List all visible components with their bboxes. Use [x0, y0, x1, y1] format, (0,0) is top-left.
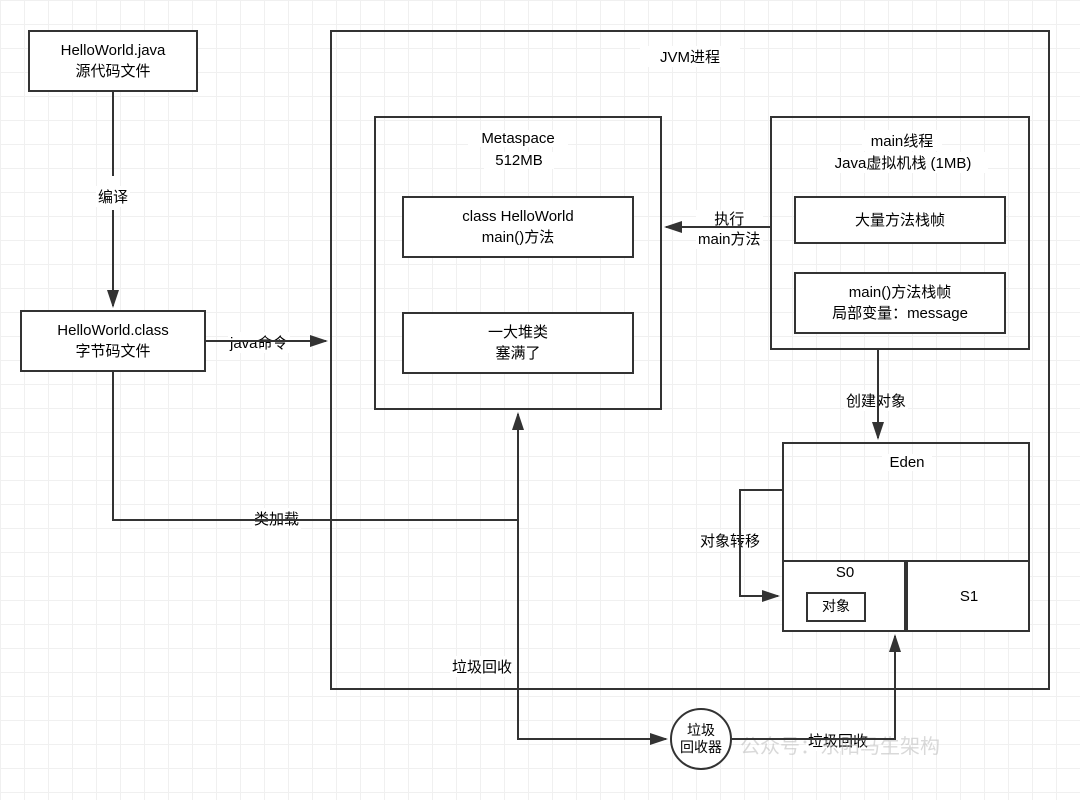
cls-line2: 字节码文件 — [75, 341, 150, 362]
metaspace-class-box: class HelloWorld main()方法 — [402, 196, 634, 258]
stack2-line2: 局部变量：message — [832, 303, 968, 324]
metaspace-full-box: 一大堆类 塞满了 — [402, 312, 634, 374]
main-stack-frame-box: main()方法栈帧 局部变量：message — [794, 272, 1006, 334]
exec-line2: main方法 — [698, 230, 761, 250]
obj-move-label: 对象转移 — [698, 530, 762, 551]
mainthread-title2: Java虚拟机栈 (1MB) — [818, 152, 988, 173]
s1-title: S1 — [954, 588, 984, 605]
mainthread-title1: main线程 — [862, 130, 942, 151]
stack-frames-box: 大量方法栈帧 — [794, 196, 1006, 244]
object-box: 对象 — [806, 592, 866, 622]
jvm-title: JVM进程 — [640, 46, 740, 67]
meta1-line2: main()方法 — [482, 227, 555, 248]
source-file-box: HelloWorld.java 源代码文件 — [28, 30, 198, 92]
src-line1: HelloWorld.java — [61, 40, 166, 61]
metaspace-title1: Metaspace — [468, 130, 568, 147]
class-file-box: HelloWorld.class 字节码文件 — [20, 310, 206, 372]
s0-title: S0 — [830, 564, 860, 581]
metaspace-title2: 512MB — [484, 152, 554, 169]
watermark: 公众号：东阳马生架构 — [740, 730, 940, 759]
class-load-label: 类加载 — [252, 508, 301, 529]
create-obj-label: 创建对象 — [844, 390, 908, 411]
gc-line2: 回收器 — [680, 739, 722, 756]
exec-line1: 执行 — [698, 210, 761, 230]
cls-line1: HelloWorld.class — [57, 320, 168, 341]
gc1-label: 垃圾回收 — [450, 656, 514, 677]
exec-main-label: 执行 main方法 — [696, 210, 763, 249]
eden-title: Eden — [882, 454, 932, 471]
compile-label: 编译 — [96, 186, 130, 207]
meta2-line2: 塞满了 — [495, 343, 540, 364]
meta1-line1: class HelloWorld — [462, 206, 573, 227]
gc-line1: 垃圾 — [680, 722, 722, 739]
src-line2: 源代码文件 — [75, 61, 150, 82]
java-cmd-label: java命令 — [228, 332, 290, 353]
meta2-line1: 一大堆类 — [488, 322, 548, 343]
obj-text: 对象 — [822, 597, 850, 617]
gc-circle: 垃圾 回收器 — [670, 708, 732, 770]
stack1-text: 大量方法栈帧 — [855, 210, 945, 231]
stack2-line1: main()方法栈帧 — [849, 282, 952, 303]
